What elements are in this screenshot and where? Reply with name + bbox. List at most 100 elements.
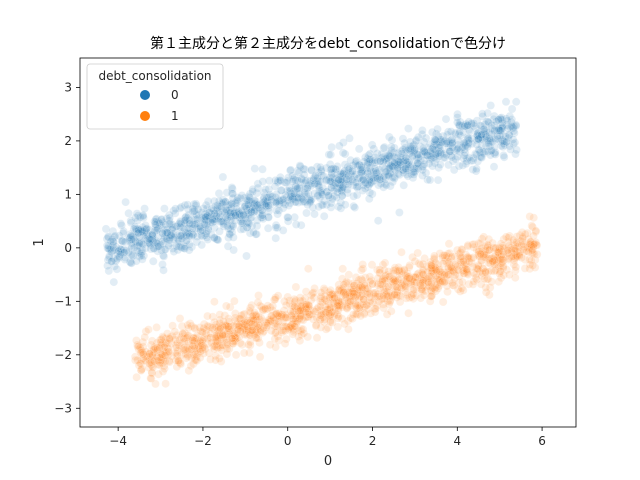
data-point [428, 266, 437, 276]
data-point [161, 347, 171, 357]
data-point [275, 196, 284, 205]
data-point [259, 317, 268, 326]
data-point [482, 117, 492, 126]
data-point [432, 140, 441, 149]
data-point [423, 277, 433, 287]
data-point [181, 349, 190, 359]
data-point [407, 144, 417, 154]
data-point [158, 332, 167, 341]
data-point [334, 280, 344, 290]
data-point [231, 199, 241, 209]
data-point [135, 212, 145, 222]
data-point [344, 270, 354, 280]
data-point [195, 337, 205, 347]
data-point [451, 130, 460, 139]
data-point [435, 249, 445, 258]
data-point [146, 347, 156, 356]
y-tick-label: −1 [54, 294, 72, 308]
data-point [494, 255, 503, 264]
data-point [337, 178, 346, 187]
data-point [132, 256, 141, 266]
data-point [390, 165, 399, 174]
data-point [288, 314, 297, 324]
y-tick-label: 2 [64, 134, 72, 148]
data-point [184, 366, 194, 375]
data-point [504, 133, 513, 143]
data-point [148, 231, 158, 241]
data-point [329, 186, 339, 196]
data-point [365, 298, 374, 308]
data-point [354, 283, 364, 292]
data-point [438, 251, 448, 260]
data-point [185, 219, 195, 229]
data-point [384, 267, 393, 276]
data-point [136, 343, 145, 352]
data-point [288, 192, 297, 201]
data-point [144, 363, 154, 372]
data-point [463, 135, 473, 144]
data-point [379, 157, 388, 166]
data-point [484, 267, 493, 277]
data-point [403, 269, 412, 278]
data-point [143, 352, 152, 362]
data-point [189, 200, 199, 209]
data-point [440, 253, 450, 263]
data-point [507, 104, 517, 114]
data-point [473, 131, 482, 140]
data-point [322, 175, 331, 185]
data-point [137, 251, 146, 260]
data-point [271, 193, 280, 202]
data-point [326, 285, 335, 295]
data-point [413, 150, 423, 159]
data-point [502, 265, 512, 275]
data-point [240, 211, 249, 220]
data-point [225, 206, 235, 215]
data-point [497, 254, 507, 264]
data-point [375, 268, 384, 278]
data-point [423, 151, 432, 160]
data-point [508, 135, 518, 144]
data-point [214, 208, 223, 218]
data-point [231, 332, 240, 342]
data-point [366, 178, 376, 188]
data-point [388, 291, 397, 300]
data-point [344, 324, 353, 334]
data-point [498, 136, 507, 145]
data-point [367, 260, 377, 270]
data-point [113, 249, 122, 258]
data-point [196, 226, 205, 236]
data-point [273, 223, 282, 232]
data-point [250, 196, 259, 205]
data-point [315, 177, 325, 186]
data-point [432, 154, 441, 164]
data-point [253, 179, 263, 189]
data-point [288, 195, 297, 204]
data-point [494, 115, 503, 124]
data-point [367, 177, 377, 187]
data-point [242, 330, 251, 340]
data-point [220, 311, 230, 320]
data-point [145, 239, 155, 249]
data-point [233, 325, 243, 335]
data-point [120, 237, 130, 247]
data-point [262, 323, 271, 332]
data-point [116, 250, 126, 259]
data-point [429, 153, 439, 162]
data-point [191, 349, 200, 358]
data-point [393, 163, 403, 172]
data-point [498, 243, 508, 252]
data-point [525, 244, 534, 254]
data-point [334, 184, 343, 194]
data-point [338, 264, 347, 274]
data-point [289, 187, 299, 196]
data-point [180, 200, 190, 210]
data-point [348, 167, 357, 176]
data-point [251, 312, 261, 321]
data-point [352, 183, 362, 192]
data-point [285, 296, 294, 305]
data-point [289, 175, 298, 184]
legend-marker-1 [140, 111, 150, 121]
data-point [338, 180, 348, 189]
data-point [212, 330, 222, 340]
data-point [336, 198, 346, 207]
